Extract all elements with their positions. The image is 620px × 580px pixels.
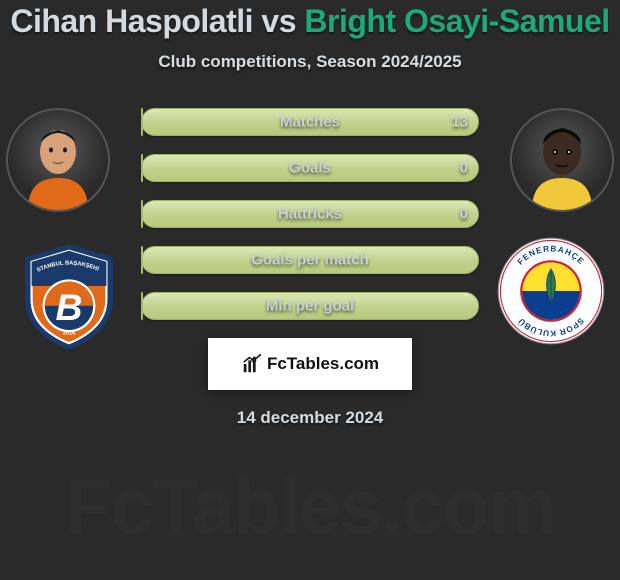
stat-bars: Matches 13 Goals 0 Hattricks 0 Goals per… (141, 106, 479, 320)
vs-text: vs (261, 3, 296, 39)
watermark: FcTables.com (65, 461, 555, 552)
player1-club-badge: ISTANBUL BAŞAKŞEHİR B 2014 (14, 242, 124, 352)
bar-hattricks-right: 0 (460, 206, 468, 223)
bar-hattricks-label: Hattricks (278, 206, 342, 223)
content-area: ISTANBUL BAŞAKŞEHİR B 2014 FENERBAHÇE (0, 106, 620, 428)
player2-club-badge: FENERBAHÇE SPOR KULÜBÜ (496, 236, 606, 346)
player1-name: Cihan Haspolatli (10, 3, 253, 39)
player2-avatar (510, 108, 614, 212)
date-text: 14 december 2024 (0, 408, 620, 428)
bar-matches: Matches 13 (141, 108, 479, 136)
player2-name: Bright Osayi-Samuel (304, 3, 609, 39)
bar-goals-label: Goals (289, 160, 331, 177)
brand-text: FcTables.com (267, 354, 379, 374)
bar-matches-label: Matches (280, 114, 340, 131)
bar-goals: Goals 0 (141, 154, 479, 182)
subtitle: Club competitions, Season 2024/2025 (0, 52, 620, 72)
bar-mpg: Min per goal (141, 292, 479, 320)
bar-hattricks: Hattricks 0 (141, 200, 479, 228)
bar-matches-right: 13 (451, 114, 468, 131)
comparison-card: Cihan Haspolatli vs Bright Osayi-Samuel … (0, 0, 620, 580)
bar-goals-right: 0 (460, 160, 468, 177)
bar-mpg-label: Min per goal (266, 298, 354, 315)
bar-gpm-label: Goals per match (251, 252, 369, 269)
player1-avatar (6, 108, 110, 212)
bar-gpm: Goals per match (141, 246, 479, 274)
page-title: Cihan Haspolatli vs Bright Osayi-Samuel (0, 2, 620, 40)
brand-icon (241, 353, 263, 375)
brand-box: FcTables.com (208, 338, 412, 390)
svg-text:2014: 2014 (63, 331, 76, 337)
svg-text:B: B (55, 286, 82, 328)
